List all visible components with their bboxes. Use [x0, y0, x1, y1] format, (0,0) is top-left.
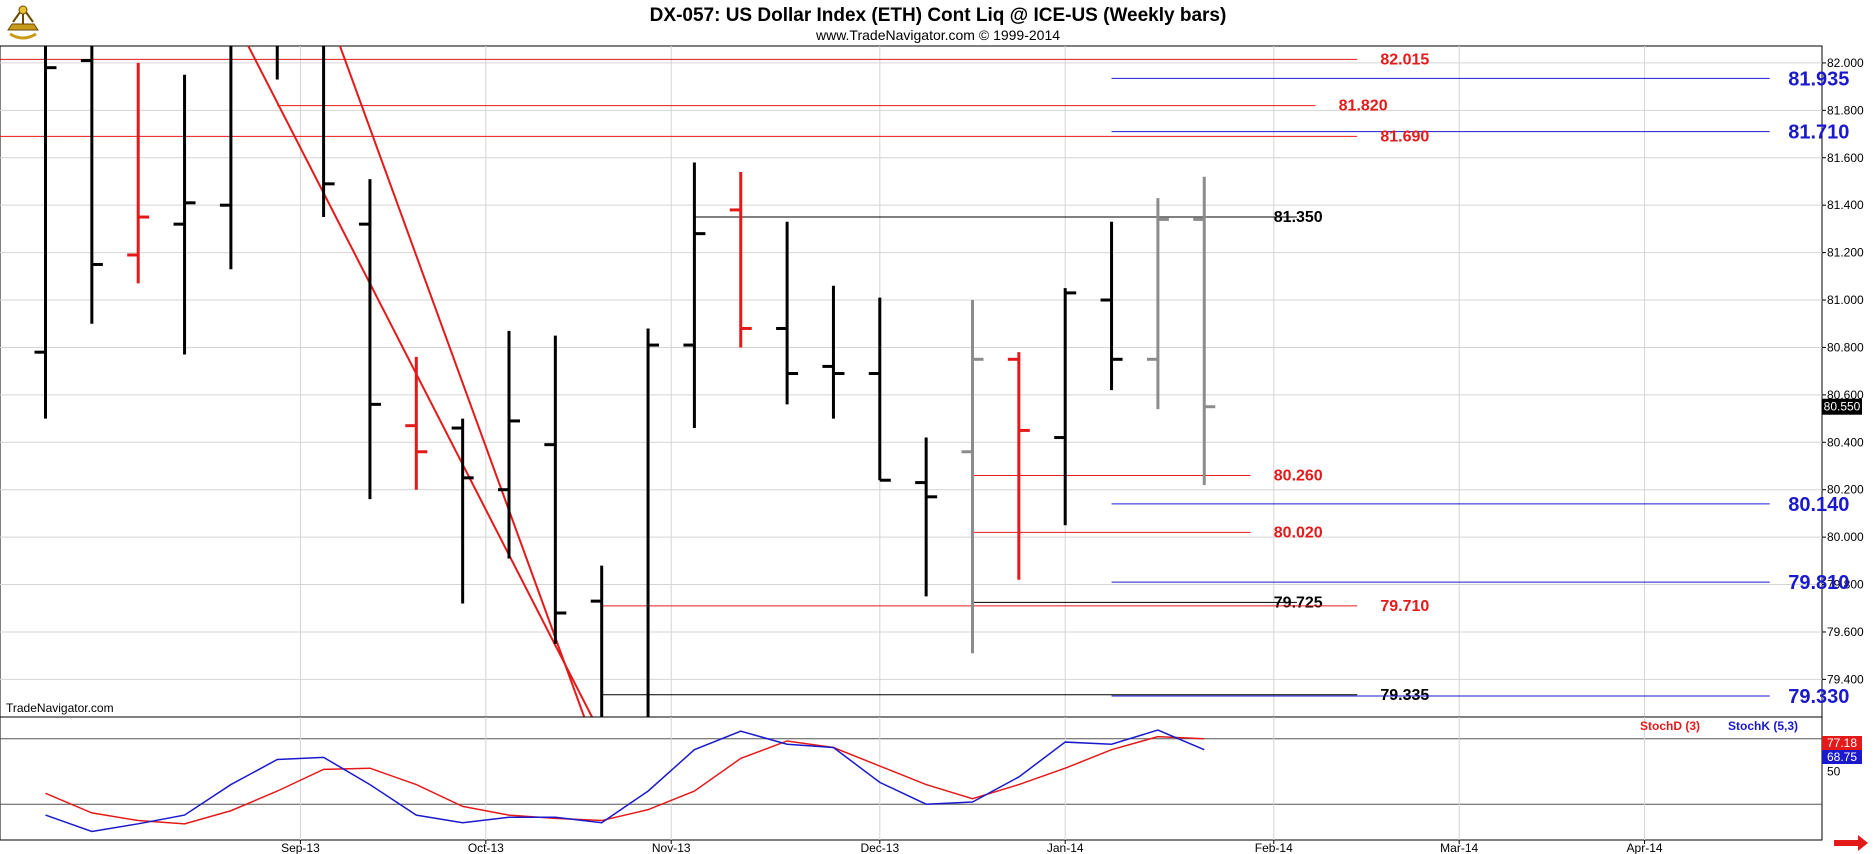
- ohlc-bar: [683, 162, 706, 429]
- ohlc-bar: [498, 330, 520, 559]
- y-tick-label: 82.000: [1827, 56, 1864, 70]
- copyright-text: www.TradeNavigator.com © 1999-2014: [815, 27, 1060, 43]
- stoch-k-last-box: [1822, 750, 1862, 764]
- ohlc-bar: [776, 221, 799, 405]
- trendline: [247, 46, 594, 717]
- ohlc-bar: [646, 328, 660, 717]
- y-tick-label: 81.600: [1827, 151, 1864, 165]
- ohlc-bar: [275, 46, 279, 80]
- x-tick-label: Nov-13: [652, 841, 691, 854]
- ohlc-bar: [405, 356, 428, 490]
- ohlc-bar: [544, 335, 567, 644]
- legend-stoch-k: StochK (5,3): [1728, 719, 1798, 733]
- level-label-81.935: 81.935: [1788, 68, 1849, 90]
- series-line-stoch_d: [45, 735, 1205, 825]
- ohlc-bar: [1007, 352, 1030, 580]
- level-label-79.725: 79.725: [1274, 594, 1323, 611]
- last-price-marker: 80.550: [1822, 398, 1862, 415]
- stochastic-grid: [0, 717, 1822, 840]
- trade-navigator-sextant-icon: [7, 5, 39, 40]
- y-tick-label: 81.200: [1827, 246, 1864, 260]
- y-tick-label: 81.800: [1827, 103, 1864, 117]
- stochastic-lines: [45, 729, 1205, 833]
- legend-stoch-d: StochD (3): [1640, 719, 1700, 733]
- price-levels: 82.015 81.935 81.820 81.710 81.690 81.350 80.2…: [0, 51, 1849, 708]
- level-label-80.020: 80.020: [1274, 524, 1323, 541]
- price-axis: 79.400 79.600 79.800 80.000 80.200 80.400 80.6…: [1822, 56, 1864, 686]
- level-label-79.710: 79.710: [1380, 598, 1429, 615]
- x-tick-label: Mar-14: [1440, 841, 1478, 854]
- ohlc-bar: [322, 46, 335, 218]
- x-tick-label: Dec-13: [860, 841, 899, 854]
- level-label-81.690: 81.690: [1380, 128, 1429, 145]
- ohlc-bar: [173, 74, 196, 355]
- y-tick-label: 81.400: [1827, 198, 1864, 212]
- ohlc-bar: [1100, 221, 1123, 391]
- chart-title: DX-057: US Dollar Index (ETH) Cont Liq @…: [650, 5, 1227, 26]
- level-label-80.140: 80.140: [1788, 494, 1849, 516]
- price-panel: 79.400 79.600 79.800 80.000 80.200 80.400 80.6…: [0, 45, 1864, 718]
- ohlc-bar: [127, 62, 150, 284]
- stoch-y-tick-label: 50: [1827, 765, 1841, 779]
- ohlc-bar: [961, 300, 984, 654]
- level-label-79.330: 79.330: [1788, 686, 1849, 708]
- x-tick-label: Jan-14: [1047, 841, 1084, 854]
- stoch-last-values: 77.18 68.75: [1822, 736, 1862, 764]
- ohlc-bar: [34, 46, 57, 419]
- logo: [7, 5, 39, 40]
- stochastic-axis: 50: [1827, 765, 1841, 779]
- ohlc-bar: [1054, 288, 1077, 526]
- last-price-label: 80.550: [1824, 400, 1861, 414]
- level-label-81.710: 81.710: [1788, 122, 1849, 144]
- y-tick-label: 80.000: [1827, 530, 1864, 544]
- scroll-right-arrow-icon[interactable]: [1834, 835, 1868, 851]
- ohlc-bars: [34, 46, 1216, 717]
- ohlc-bar: [358, 179, 381, 500]
- x-tick-label: Apr-14: [1627, 841, 1663, 854]
- level-label-79.335: 79.335: [1380, 687, 1429, 704]
- x-tick-label: Feb-14: [1255, 841, 1293, 854]
- ohlc-bar: [822, 285, 845, 419]
- level-label-81.820: 81.820: [1339, 98, 1388, 115]
- stoch-k-last-label: 68.75: [1827, 750, 1857, 764]
- ohlc-bar: [729, 171, 752, 348]
- last-price-box: [1822, 398, 1862, 415]
- stoch-d-last-box: [1822, 736, 1862, 750]
- x-tick-label: Sep-13: [281, 841, 320, 854]
- y-tick-label: 80.600: [1827, 388, 1864, 402]
- level-label-79.810: 79.810: [1788, 572, 1849, 594]
- ohlc-bar: [219, 46, 233, 270]
- y-tick-label: 79.400: [1827, 672, 1864, 686]
- y-tick-label: 80.800: [1827, 340, 1864, 354]
- trendlines: [247, 46, 594, 717]
- level-label-80.260: 80.260: [1274, 467, 1323, 484]
- trendline: [338, 46, 586, 717]
- stoch-d-last-label: 77.18: [1827, 736, 1857, 750]
- stochastic-panel: 50 StochD (3) StochK (5,3) 77.18 68.75: [0, 716, 1862, 841]
- ohlc-bar: [451, 418, 474, 604]
- level-label-81.350: 81.350: [1274, 209, 1323, 226]
- watermark: TradeNavigator.com: [6, 701, 114, 715]
- ohlc-bar: [1193, 176, 1216, 485]
- time-axis: Sep-13 Oct-13 Nov-13 Dec-13 Jan-14 Feb-14 Mar-…: [281, 840, 1663, 854]
- y-tick-label: 79.800: [1827, 578, 1864, 592]
- ohlc-bar: [868, 297, 891, 482]
- price-panel-frame: [0, 45, 1823, 718]
- y-tick-label: 79.600: [1827, 625, 1864, 639]
- ohlc-bar: [915, 437, 938, 597]
- ohlc-bar: [1146, 198, 1169, 410]
- y-tick-label: 81.000: [1827, 293, 1864, 307]
- series-line-stoch_k: [45, 729, 1205, 833]
- ohlc-bar: [80, 46, 103, 324]
- y-tick-label: 80.200: [1827, 483, 1864, 497]
- x-tick-label: Oct-13: [468, 841, 504, 854]
- y-tick-label: 80.400: [1827, 435, 1864, 449]
- level-label-82.015: 82.015: [1380, 51, 1429, 68]
- ohlc-bar: [590, 565, 604, 717]
